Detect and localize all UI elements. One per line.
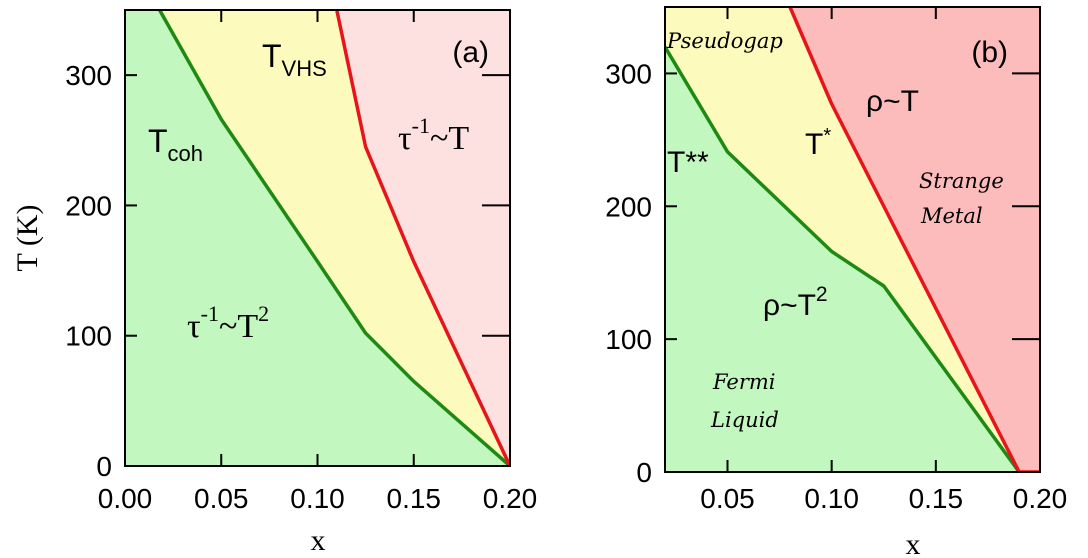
liquid-label: Liquid xyxy=(710,408,779,432)
y-tick-label: 100 xyxy=(605,324,652,355)
x-tick-label: 0.10 xyxy=(804,483,859,514)
y-tick-label: 0 xyxy=(96,451,112,482)
panel-a-plot-area xyxy=(125,10,510,466)
y-tick-label: 200 xyxy=(65,190,112,221)
t-double-star-label: T** xyxy=(667,146,709,179)
panel-b-ticks xyxy=(665,7,1041,473)
x-tick-label: 0.05 xyxy=(194,483,249,514)
x-tick-label: 0.20 xyxy=(483,483,538,514)
panel-a-tcoh-line xyxy=(158,10,510,466)
y-tick-label: 300 xyxy=(605,58,652,89)
panel-b-frame xyxy=(664,6,1041,473)
panel-a-high-t-annotation: τ-1~T xyxy=(398,113,469,157)
rho-t-label: ρ~T xyxy=(866,85,919,118)
panel-b: 0.05 0.10 0.15 0.20 0 100 200 300 (b) Pseudogap… xyxy=(605,6,1067,558)
panel-b-x-axis-title: x xyxy=(906,528,921,558)
x-tick-label: 0.20 xyxy=(1013,483,1068,514)
panel-a-low-t-annotation: τ-1~T2 xyxy=(187,301,269,345)
x-tick-label: 0.05 xyxy=(700,483,755,514)
panel-a-ticks xyxy=(124,10,511,467)
x-tick-label: 0.15 xyxy=(387,483,442,514)
panel-b-plot-area xyxy=(665,7,1040,472)
panel-a-tick-labels: 0.00 0.05 0.10 0.15 0.20 0 100 200 300 xyxy=(65,60,537,514)
panel-a-tcoh-label: Tcoh xyxy=(148,123,203,166)
panel-b-t-star-line xyxy=(788,7,1040,472)
y-tick-label: 300 xyxy=(65,60,112,91)
panel-a-low-temperature-region xyxy=(125,10,510,466)
x-tick-label: 0.10 xyxy=(290,483,345,514)
rho-t2-label: ρ~T2 xyxy=(763,283,828,322)
t-star-label: T* xyxy=(805,125,831,161)
pseudogap-label: Pseudogap xyxy=(666,29,783,53)
x-tick-label: 0.15 xyxy=(909,483,964,514)
y-tick-label: 100 xyxy=(65,321,112,352)
panel-a-label: (a) xyxy=(452,36,489,69)
strange-label: Strange xyxy=(919,169,1004,193)
fermi-label: Fermi xyxy=(712,370,776,394)
x-tick-label: 0.00 xyxy=(98,483,153,514)
panel-a-x-axis-title: x xyxy=(311,524,326,557)
panel-b-label: (b) xyxy=(971,36,1008,69)
metal-label: Metal xyxy=(920,204,983,228)
y-tick-label: 0 xyxy=(636,457,652,488)
panel-a-tvhs-label: TVHS xyxy=(262,38,327,81)
y-tick-label: 200 xyxy=(605,191,652,222)
panel-b-t-double-star-line xyxy=(665,46,1021,472)
panel-a-tvhs-line xyxy=(335,10,510,466)
panel-b-tick-labels: 0.05 0.10 0.15 0.20 0 100 200 300 xyxy=(605,58,1067,514)
panel-b-fermi-liquid-region xyxy=(665,7,1040,472)
panel-a-y-axis-title: T (K) xyxy=(11,205,44,272)
